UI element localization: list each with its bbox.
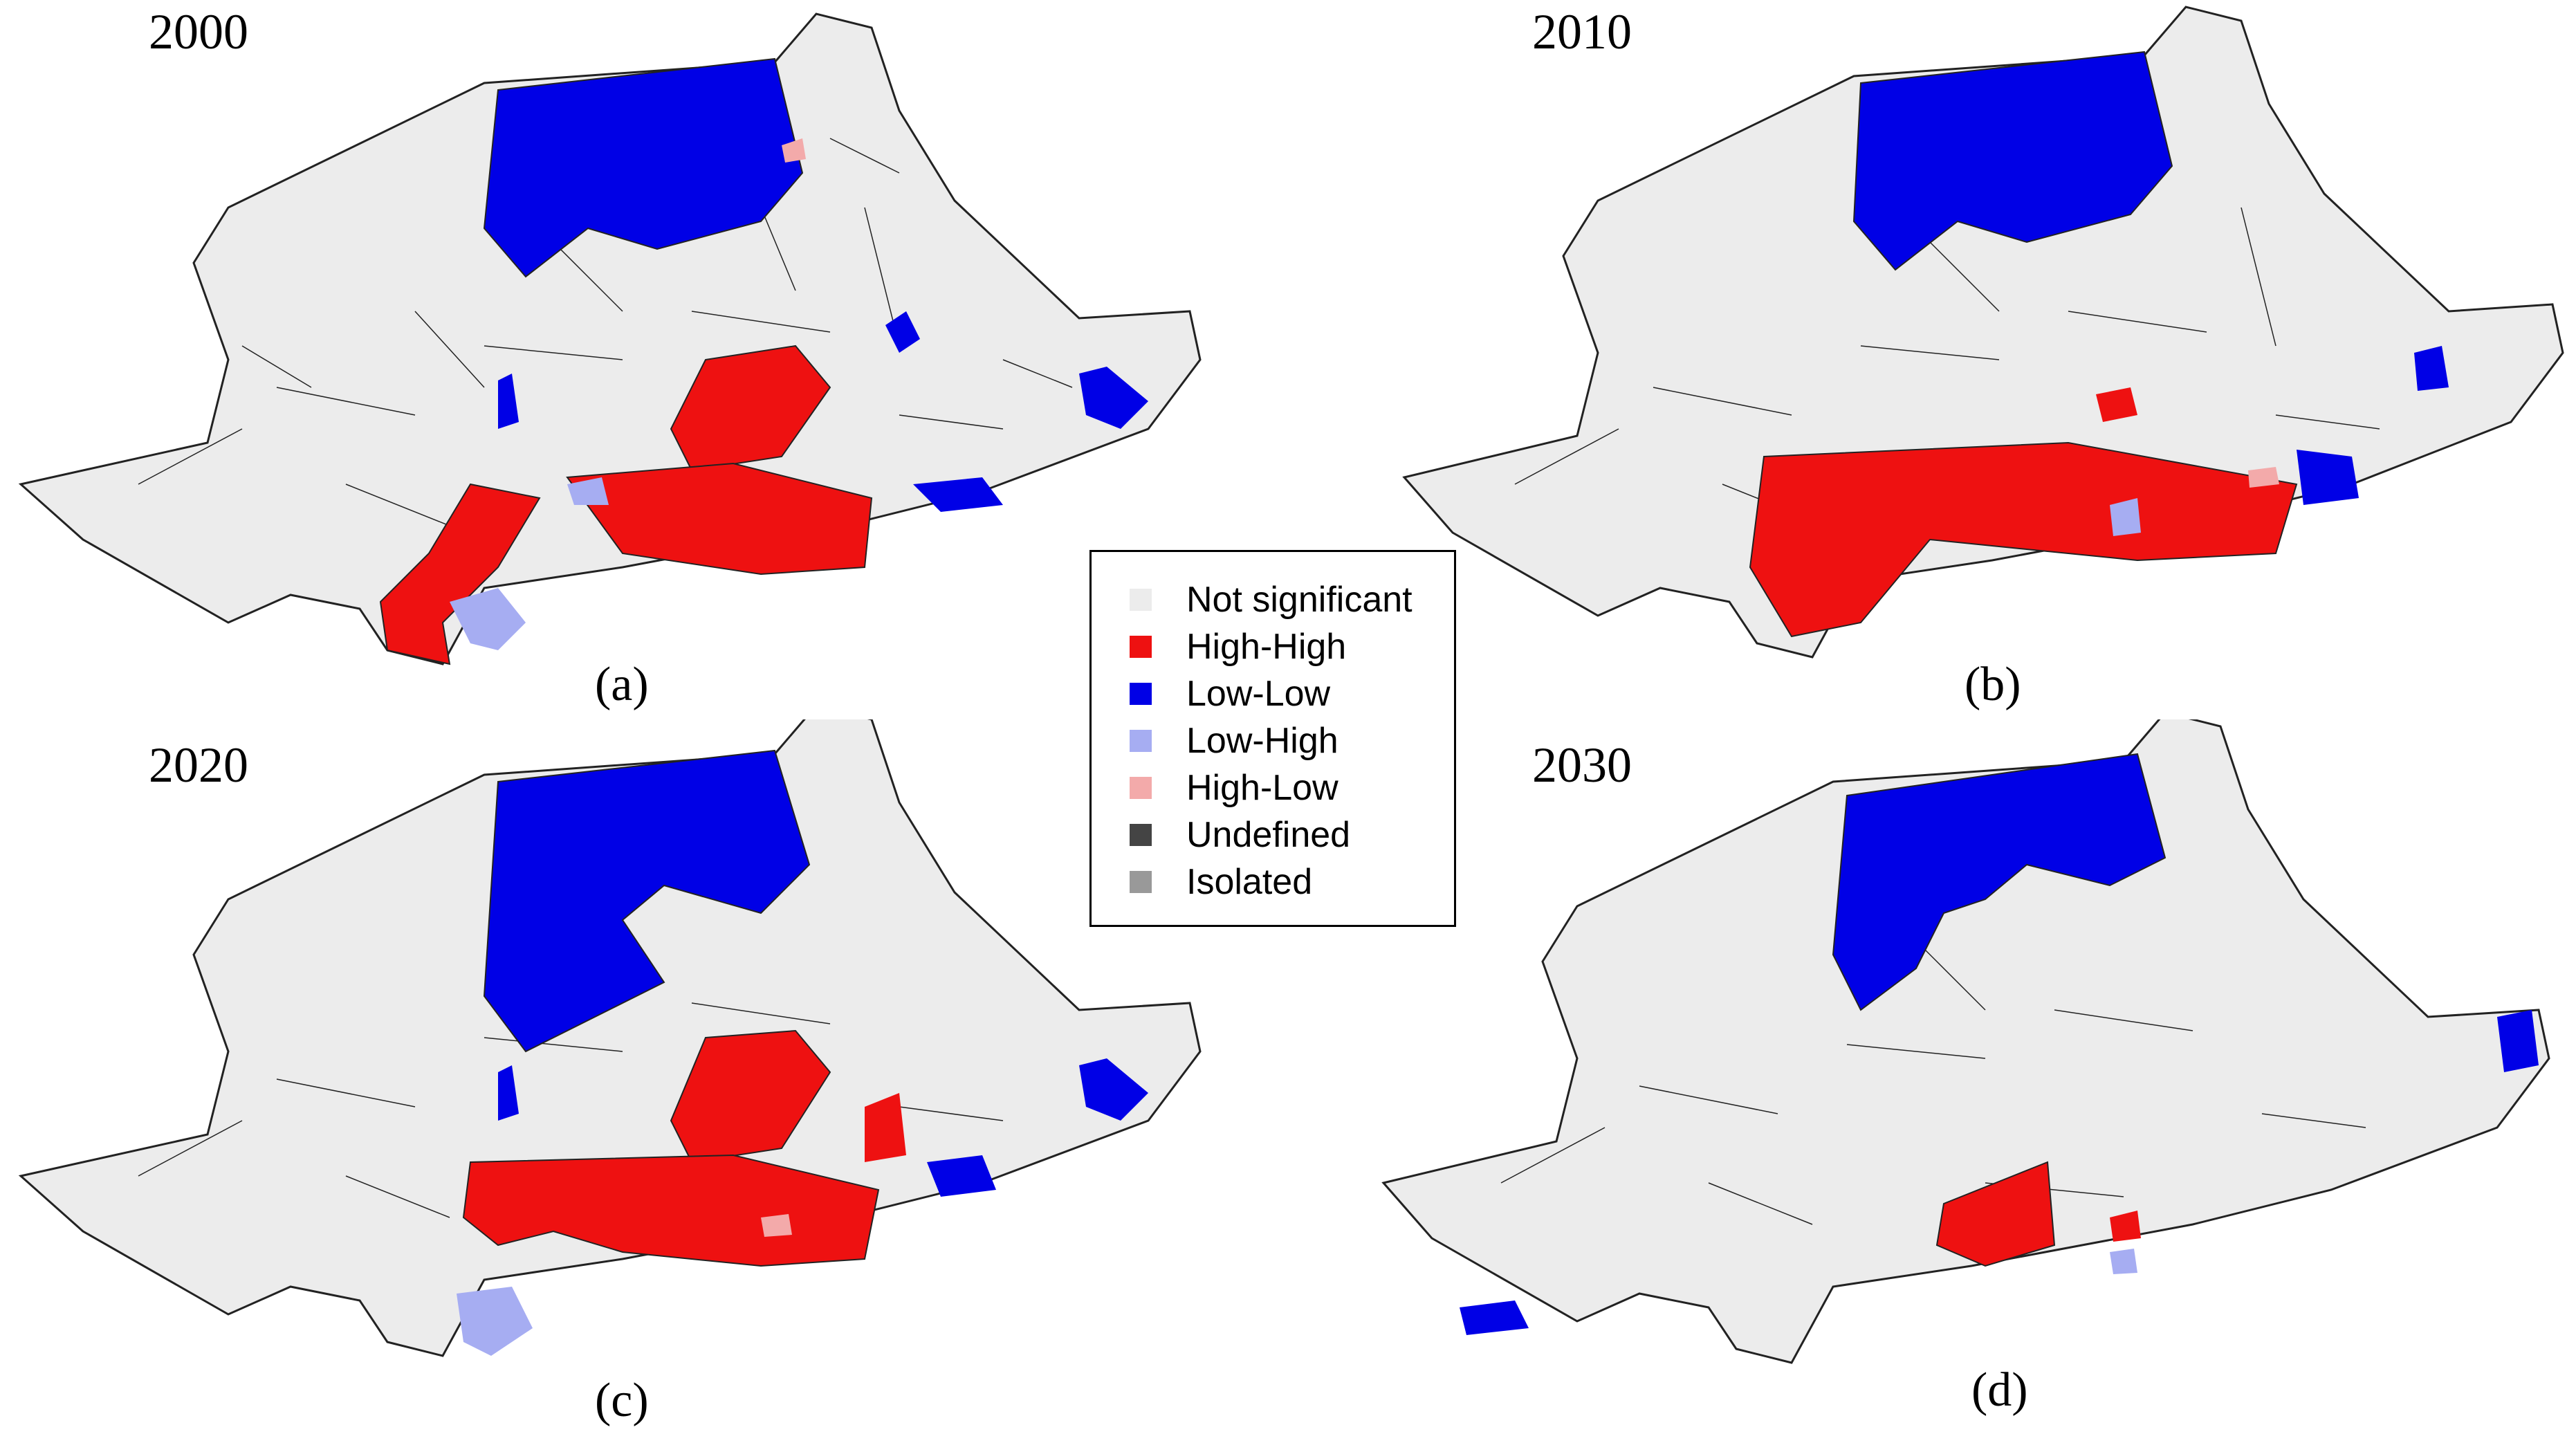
high-high-cluster [670,344,831,472]
map-panel-2030: 2030 (d) [1363,719,2573,1432]
low-high-cluster [2110,1249,2137,1274]
low-low-cluster [913,477,1003,512]
high-low-cluster [782,138,806,163]
map-2020 [18,719,1202,1357]
high-high-cluster [379,483,541,665]
high-low-cluster [2248,467,2279,488]
legend-label: Undefined [1186,815,1351,855]
panel-caption: (b) [1965,658,2021,711]
high-high-cluster [566,462,873,576]
low-low-cluster [2497,1010,2539,1072]
map-panel-2000: 2000 (a) [0,0,1245,713]
legend-label: High-High [1186,627,1347,667]
low-high-cluster [567,477,609,505]
legend-swatch [1130,730,1152,752]
high-high-cluster [865,1093,906,1162]
high-high-cluster [2110,1211,2141,1242]
low-low-cluster [885,311,920,353]
year-label: 2020 [149,737,248,793]
map-2000 [18,12,1202,665]
panel-caption: (d) [1971,1363,2028,1417]
low-low-cluster [1079,367,1148,429]
legend: Not significant High-High Low-Low Low-Hi… [1089,550,1456,927]
legend-item: Undefined [1130,811,1350,858]
low-low-cluster [1460,1300,1529,1335]
high-high-cluster [2096,387,2137,422]
panel-caption: (a) [595,658,649,711]
legend-label: Low-Low [1186,674,1331,714]
district-lines [1500,940,2366,1225]
low-low-cluster [2297,450,2359,505]
legend-item: Not significant [1130,576,1413,623]
legend-item: Isolated [1130,858,1312,906]
legend-label: Isolated [1186,862,1313,902]
low-low-cluster [927,1155,996,1197]
legend-item: High-High [1130,623,1346,670]
low-high-cluster [450,588,526,650]
low-high-cluster [457,1287,533,1356]
year-label: 2000 [149,4,248,59]
map-panel-2020: 2020 (c) [0,719,1245,1432]
high-high-cluster [1935,1161,2056,1267]
legend-item: Low-High [1130,717,1338,764]
low-low-cluster [1832,753,2166,1011]
legend-swatch [1130,683,1152,705]
low-low-cluster [2414,346,2449,391]
high-low-cluster [761,1214,792,1237]
panel-caption: (c) [595,1374,649,1427]
low-low-cluster [483,57,804,278]
region-outline [18,12,1202,665]
legend-item: Low-Low [1130,670,1330,717]
year-label: 2030 [1532,737,1632,793]
legend-swatch [1130,636,1152,658]
year-label: 2010 [1532,4,1632,59]
low-low-cluster [498,1065,519,1121]
legend-swatch [1130,589,1152,611]
low-low-cluster [483,749,811,1053]
low-low-cluster [1079,1058,1148,1121]
low-low-cluster [1852,50,2173,271]
legend-label: High-Low [1186,768,1338,808]
map-panel-2010: 2010 (b) [1377,0,2573,713]
legend-label: Not significant [1186,580,1413,620]
legend-item: High-Low [1130,764,1338,811]
map-2010 [1402,6,2564,659]
low-low-cluster [498,374,519,429]
legend-swatch [1130,824,1152,846]
legend-swatch [1130,871,1152,893]
map-2030 [1381,719,2550,1364]
high-high-cluster [462,1154,880,1267]
region-outline [18,719,1202,1357]
high-high-cluster [1749,441,2298,638]
high-high-cluster [670,1029,831,1164]
region-outline [1381,719,2550,1364]
low-high-cluster [2110,498,2141,536]
legend-label: Low-High [1186,721,1338,761]
legend-swatch [1130,777,1152,799]
